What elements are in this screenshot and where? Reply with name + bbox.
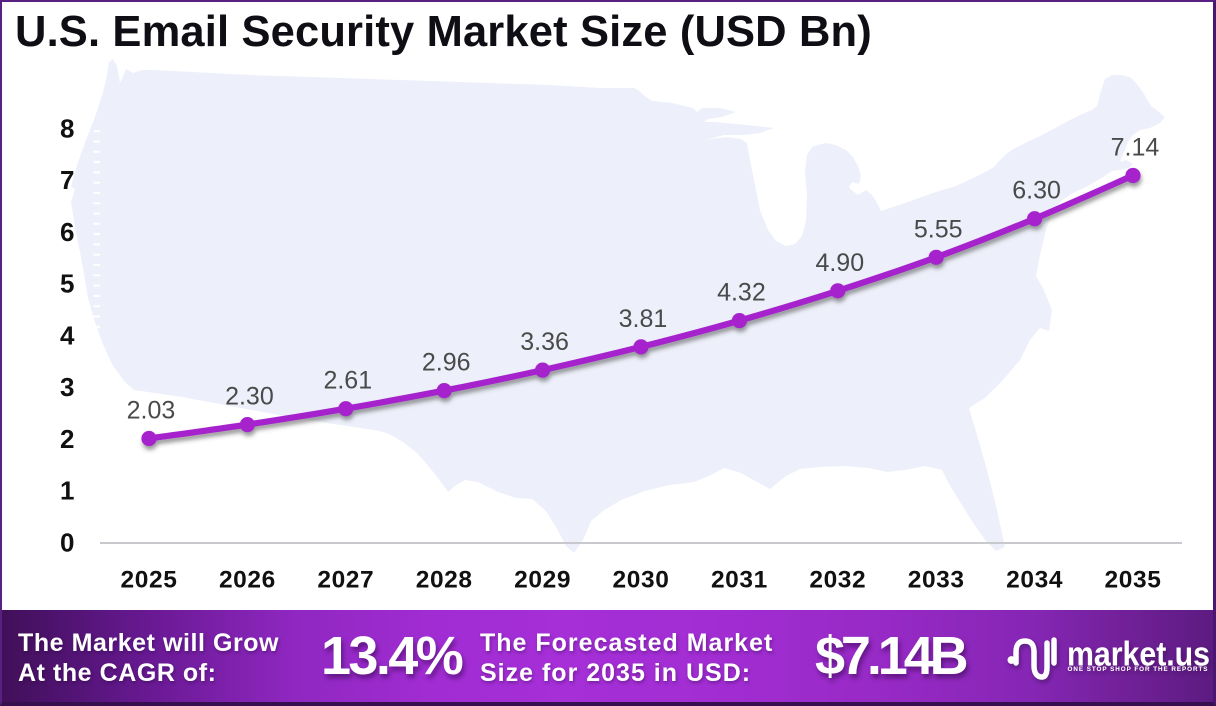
svg-text:market.us: market.us <box>1067 636 1210 674</box>
svg-text:3.81: 3.81 <box>619 305 668 333</box>
svg-text:6.30: 6.30 <box>1012 177 1061 205</box>
svg-text:4.32: 4.32 <box>717 279 766 307</box>
svg-text:3: 3 <box>60 372 74 402</box>
svg-text:1: 1 <box>60 476 74 506</box>
svg-text:2034: 2034 <box>1006 567 1063 594</box>
svg-text:5: 5 <box>60 269 74 299</box>
svg-text:2030: 2030 <box>613 567 670 594</box>
svg-text:3.36: 3.36 <box>520 328 569 356</box>
svg-text:2.30: 2.30 <box>225 383 274 411</box>
svg-text:8: 8 <box>60 113 74 143</box>
svg-text:2027: 2027 <box>317 567 374 594</box>
svg-text:ONE STOP SHOP FOR THE REPORTS: ONE STOP SHOP FOR THE REPORTS <box>1068 666 1208 673</box>
svg-text:2031: 2031 <box>711 567 768 594</box>
svg-text:2029: 2029 <box>514 567 571 594</box>
svg-text:5.55: 5.55 <box>914 215 963 243</box>
svg-text:2.96: 2.96 <box>422 349 471 377</box>
svg-text:2026: 2026 <box>219 567 276 594</box>
svg-text:7.14: 7.14 <box>1111 134 1160 162</box>
svg-text:2035: 2035 <box>1105 567 1162 594</box>
svg-text:2028: 2028 <box>416 567 473 594</box>
svg-text:2.61: 2.61 <box>323 367 372 395</box>
svg-text:2025: 2025 <box>121 567 178 594</box>
svg-text:7: 7 <box>60 165 74 195</box>
svg-text:2.03: 2.03 <box>127 397 176 425</box>
svg-text:0: 0 <box>60 527 74 557</box>
svg-text:4: 4 <box>60 320 75 350</box>
svg-text:2033: 2033 <box>908 567 965 594</box>
svg-text:2032: 2032 <box>809 567 866 594</box>
svg-text:6: 6 <box>60 217 74 247</box>
svg-text:2: 2 <box>60 424 74 454</box>
svg-text:4.90: 4.90 <box>815 249 864 277</box>
